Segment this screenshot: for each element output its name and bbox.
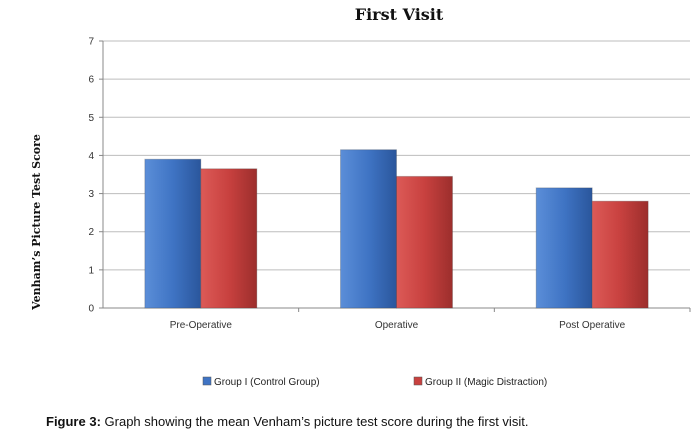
- legend: Group I (Control Group) Group II (Magic D…: [202, 376, 547, 388]
- caption-text: Graph showing the mean Venham’s picture …: [100, 414, 529, 429]
- category-label-2: Post Operative: [559, 320, 626, 331]
- y-axis-ticks: 0 1 2 3 4 5 6 7: [88, 37, 94, 315]
- bar-group-ii-2: [591, 200, 649, 309]
- y-tick-label-3: 3: [88, 189, 94, 200]
- bars: [144, 149, 649, 309]
- legend-label-0: Group I (Control Group): [214, 377, 320, 388]
- y-tick-label-0: 0: [88, 304, 94, 315]
- y-tick-label-5: 5: [88, 113, 94, 124]
- caption-label: Figure 3:: [46, 414, 101, 429]
- y-tick-label-6: 6: [88, 75, 94, 86]
- legend-swatch-1: [413, 376, 423, 386]
- category-label-1: Operative: [375, 320, 419, 331]
- bar-group-ii-1: [396, 175, 453, 309]
- y-tick-label-1: 1: [88, 265, 94, 276]
- bar-group-i-2: [535, 187, 593, 309]
- y-tick-label-7: 7: [88, 37, 94, 48]
- y-tick-label-4: 4: [88, 151, 94, 162]
- y-tick-label-2: 2: [88, 227, 94, 238]
- category-label-0: Pre-Operative: [170, 320, 233, 331]
- bar-group-i-0: [144, 158, 202, 309]
- figure-caption: Figure 3: Graph showing the mean Venham’…: [46, 414, 528, 429]
- bar-group-ii-0: [200, 168, 258, 309]
- y-axis-label: Venham’s Picture Test Score: [30, 134, 43, 311]
- legend-swatch-0: [202, 376, 212, 386]
- legend-label-1: Group II (Magic Distraction): [425, 377, 547, 388]
- chart-title: First Visit: [355, 5, 444, 24]
- x-axis-categories: Pre-Operative Operative Post Operative: [170, 320, 626, 331]
- bar-group-i-1: [340, 149, 397, 309]
